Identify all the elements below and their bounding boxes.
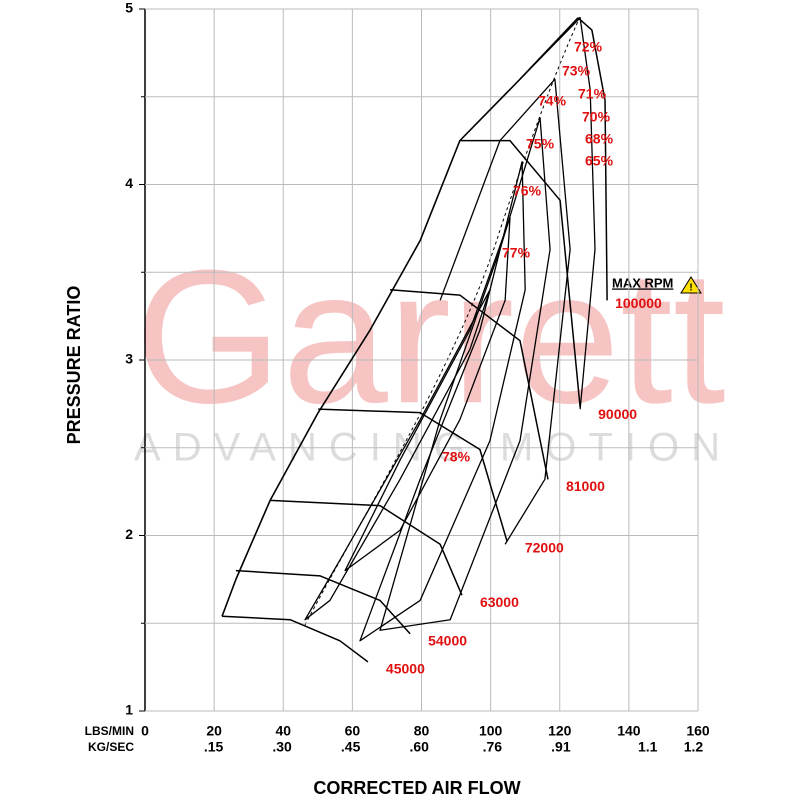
x2-tick-label: .15 <box>204 739 224 755</box>
x-tick-label: 120 <box>548 723 572 739</box>
speed-line <box>577 17 608 301</box>
warning-icon <box>680 276 702 294</box>
speed-line <box>318 408 508 541</box>
x2-tick-label: .30 <box>272 739 292 755</box>
efficiency-label: 70% <box>582 109 611 125</box>
x2-tick-label: 1.1 <box>638 739 658 755</box>
speed-line <box>270 499 463 596</box>
x2-tick-label: .76 <box>483 739 503 755</box>
efficiency-label: 78% <box>442 449 471 465</box>
surge-line <box>221 17 579 617</box>
y-tick-label: 2 <box>125 526 133 542</box>
efficiency-label: 77% <box>502 245 531 261</box>
speed-label: 100000 <box>615 295 662 311</box>
x-unit: LBS/MIN <box>85 724 134 738</box>
speed-line <box>389 289 549 480</box>
x2-tick-label: 1.2 <box>684 739 704 755</box>
warning-mark: ! <box>689 283 692 294</box>
speed-line <box>459 139 581 408</box>
y-axis-title: PRESSURE RATIO <box>64 286 84 445</box>
speed-line <box>222 615 369 663</box>
efficiency-island <box>344 217 511 572</box>
speed-label: 63000 <box>480 594 519 610</box>
x-tick-label: 20 <box>206 723 222 739</box>
efficiency-island <box>439 78 571 545</box>
x2-tick-label: .60 <box>409 739 429 755</box>
efficiency-label: 72% <box>574 39 603 55</box>
x-tick-label: 80 <box>414 723 430 739</box>
efficiency-island <box>519 17 596 410</box>
efficiency-island <box>379 117 551 631</box>
efficiency-label: 75% <box>526 136 555 152</box>
y-tick-label: 1 <box>125 702 133 718</box>
x-tick-label: 160 <box>686 723 710 739</box>
max-rpm-label: MAX RPM <box>612 275 673 290</box>
efficiency-label: 76% <box>513 183 542 199</box>
x-axis-title: CORRECTED AIR FLOW <box>313 778 520 798</box>
x-tick-label: 140 <box>617 723 641 739</box>
efficiency-label: 73% <box>562 63 591 79</box>
x-tick-label: 0 <box>141 723 149 739</box>
y-tick-label: 4 <box>125 175 133 191</box>
y-tick-label: 3 <box>125 351 133 367</box>
y-tick-label: 5 <box>125 0 133 16</box>
x2-tick-label: .91 <box>551 739 571 755</box>
x-tick-label: 60 <box>345 723 361 739</box>
efficiency-label: 65% <box>585 153 614 169</box>
efficiency-island <box>304 289 491 621</box>
x-tick-label: 100 <box>479 723 503 739</box>
speed-label: 81000 <box>566 478 605 494</box>
speed-label: 72000 <box>525 539 564 555</box>
efficiency-label: 71% <box>578 86 607 102</box>
x2-tick-label: .45 <box>341 739 361 755</box>
x-tick-label: 40 <box>275 723 291 739</box>
speed-line <box>235 569 411 635</box>
efficiency-label: 74% <box>538 93 567 109</box>
watermark-brand: Garrett <box>134 231 725 443</box>
efficiency-label: 68% <box>585 131 614 147</box>
speed-label: 54000 <box>428 632 467 648</box>
speed-label: 45000 <box>386 661 425 677</box>
speed-label: 90000 <box>598 406 637 422</box>
x2-unit: KG/SEC <box>88 740 134 754</box>
